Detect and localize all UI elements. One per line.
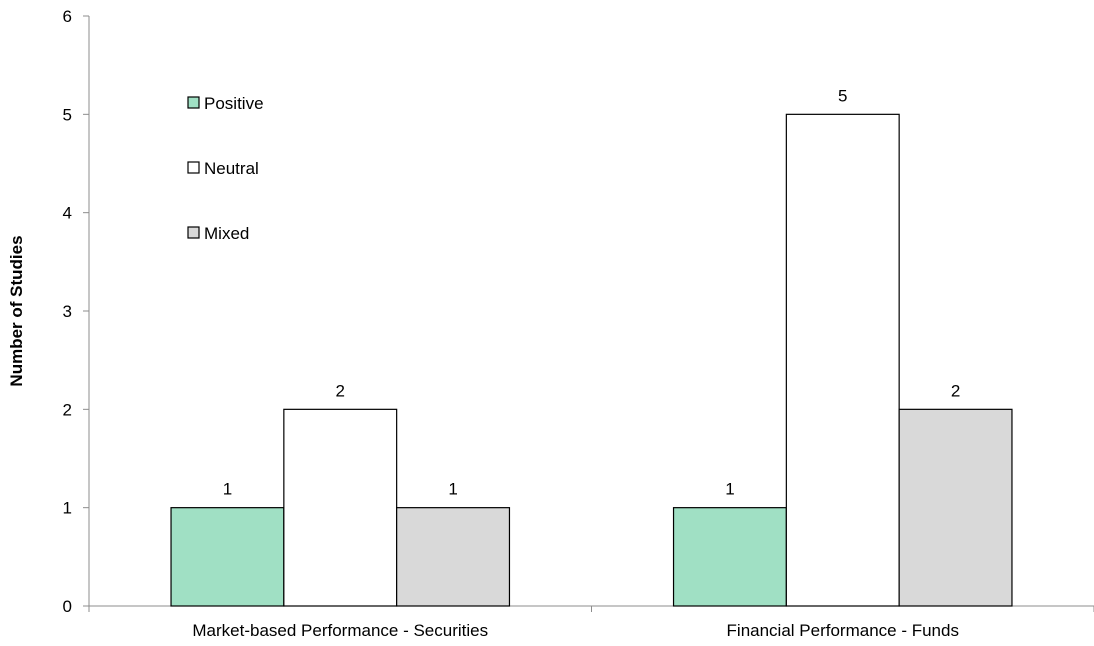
data-label-neutral-2: 5 [838, 86, 847, 105]
y-tick-label: 6 [63, 7, 72, 26]
legend: Positive Neutral Mixed [187, 94, 264, 243]
data-label-neutral-1: 2 [336, 381, 345, 400]
data-label-mixed-1: 1 [448, 480, 457, 499]
y-tick-label: 0 [63, 597, 72, 616]
legend-swatch-positive [187, 96, 200, 109]
bars [170, 113, 1013, 607]
bar-positive-2 [672, 507, 787, 607]
y-axis-title: Number of Studies [7, 235, 26, 386]
bar-positive-1 [170, 507, 285, 607]
legend-swatch-mixed [187, 226, 200, 239]
y-tick-label: 1 [63, 499, 72, 518]
y-tick-label: 3 [63, 302, 72, 321]
x-category-label: Market-based Performance - Securities [192, 621, 488, 640]
bar-mixed-2 [898, 408, 1013, 607]
legend-swatch-neutral [187, 161, 200, 174]
x-category-label: Financial Performance - Funds [727, 621, 959, 640]
data-labels: 1 2 1 1 5 2 [223, 86, 961, 498]
legend-label-neutral: Neutral [204, 159, 259, 178]
y-tick-label: 5 [63, 105, 72, 124]
y-ticks: 0 1 2 3 4 5 6 [63, 7, 89, 616]
bar-neutral-2 [785, 113, 900, 607]
x-axis: Market-based Performance - Securities Fin… [88, 605, 1094, 640]
y-tick-label: 4 [63, 204, 72, 223]
y-tick-label: 2 [63, 400, 72, 419]
x-ticks: Market-based Performance - Securities Fin… [88, 606, 1094, 640]
y-axis: 0 1 2 3 4 5 6 Number of Studies [7, 7, 90, 616]
bar-mixed-1 [396, 507, 511, 607]
legend-label-mixed: Mixed [204, 224, 249, 243]
data-label-positive-2: 1 [725, 480, 734, 499]
legend-label-positive: Positive [204, 94, 264, 113]
data-label-mixed-2: 2 [951, 381, 960, 400]
data-label-positive-1: 1 [223, 480, 232, 499]
bar-neutral-1 [283, 408, 398, 607]
